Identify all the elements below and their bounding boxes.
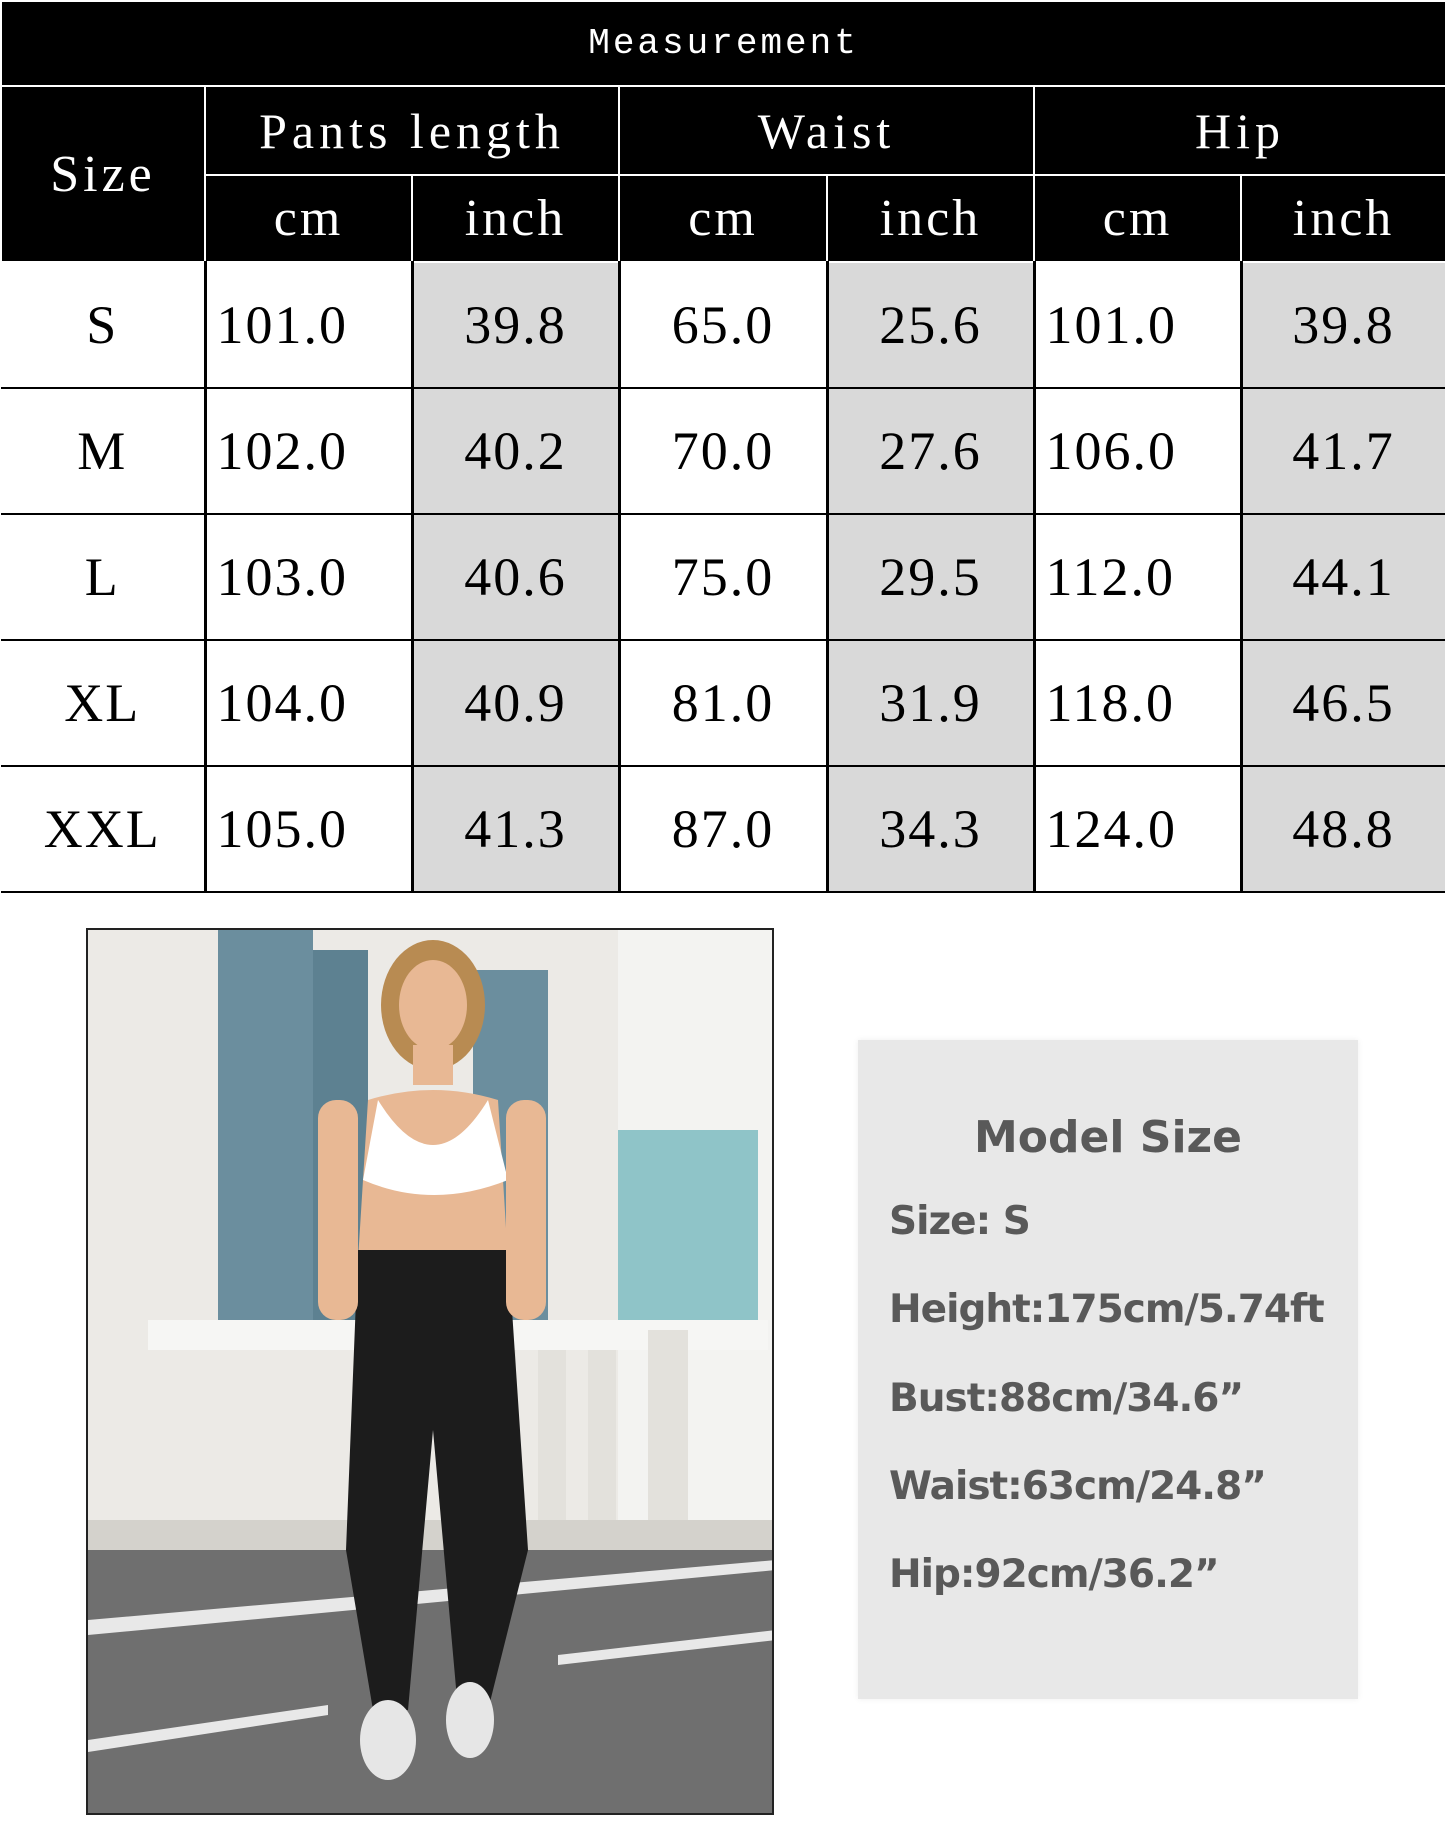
table-row: S 101.0 39.8 65.0 25.6 101.0 39.8 (1, 261, 1445, 389)
measurement-cell: 124.0 (1034, 765, 1243, 893)
measurement-cell: 31.9 (827, 639, 1036, 767)
measurement-cell: 81.0 (619, 639, 829, 767)
table-row: XXL 105.0 41.3 87.0 34.3 124.0 48.8 (1, 765, 1445, 893)
size-cell: L (1, 513, 207, 641)
table-row: L 103.0 40.6 75.0 29.5 112.0 44.1 (1, 513, 1445, 641)
measurement-cell: 48.8 (1241, 765, 1445, 893)
model-size-value: Size: S (889, 1199, 1031, 1244)
measurement-cell: 25.6 (827, 261, 1036, 389)
measurement-cell: 106.0 (1034, 387, 1243, 515)
size-cell: XXL (1, 765, 207, 893)
measurement-cell: 118.0 (1034, 639, 1243, 767)
unit-header-inch: inch (1239, 174, 1445, 263)
measurement-cell: 41.7 (1241, 387, 1445, 515)
size-cell: M (1, 387, 207, 515)
measurement-cell: 39.8 (412, 261, 621, 389)
waist-header: Waist (618, 85, 1035, 176)
unit-header-cm: cm (204, 174, 413, 263)
measurement-cell: 39.8 (1241, 261, 1445, 389)
measurement-cell: 65.0 (619, 261, 829, 389)
measurement-cell: 41.3 (412, 765, 621, 893)
model-photo (86, 928, 774, 1815)
measurement-cell: 46.5 (1241, 639, 1445, 767)
size-chart-table: Measurement Size Pants length Waist Hip … (0, 0, 1445, 893)
measurement-cell: 87.0 (619, 765, 829, 893)
measurement-cell: 112.0 (1034, 513, 1243, 641)
measurement-cell: 75.0 (619, 513, 829, 641)
measurement-cell: 44.1 (1241, 513, 1445, 641)
model-size-title: Model Size (974, 1112, 1242, 1163)
size-cell: XL (1, 639, 207, 767)
pants-length-header: Pants length (204, 85, 620, 176)
hip-header: Hip (1032, 85, 1445, 176)
model-hip: Hip:92cm/36.2” (889, 1552, 1220, 1597)
measurement-cell: 105.0 (205, 765, 414, 893)
unit-header-inch: inch (826, 174, 1035, 263)
model-photo-image (88, 930, 772, 1813)
unit-header-inch: inch (411, 174, 620, 263)
model-size-panel: Model Size Size: S Height:175cm/5.74ft B… (858, 1040, 1358, 1699)
table-row: M 102.0 40.2 70.0 27.6 106.0 41.7 (1, 387, 1445, 515)
model-bust: Bust:88cm/34.6” (889, 1376, 1244, 1421)
model-height: Height:175cm/5.74ft (889, 1287, 1325, 1332)
measurement-cell: 70.0 (619, 387, 829, 515)
measurement-cell: 29.5 (827, 513, 1036, 641)
measurement-cell: 27.6 (827, 387, 1036, 515)
unit-header-cm: cm (618, 174, 828, 263)
measurement-cell: 102.0 (205, 387, 414, 515)
measurement-cell: 104.0 (205, 639, 414, 767)
measurement-cell: 40.6 (412, 513, 621, 641)
size-cell: S (1, 261, 207, 389)
model-waist: Waist:63cm/24.8” (889, 1464, 1267, 1509)
measurement-cell: 34.3 (827, 765, 1036, 893)
measurement-cell: 103.0 (205, 513, 414, 641)
measurement-cell: 40.2 (412, 387, 621, 515)
measurement-cell: 101.0 (1034, 261, 1243, 389)
measurement-cell: 101.0 (205, 261, 414, 389)
measurement-cell: 40.9 (412, 639, 621, 767)
size-column-header: Size (0, 85, 206, 263)
unit-header-cm: cm (1033, 174, 1242, 263)
table-title: Measurement (0, 0, 1445, 87)
table-row: XL 104.0 40.9 81.0 31.9 118.0 46.5 (1, 639, 1445, 767)
